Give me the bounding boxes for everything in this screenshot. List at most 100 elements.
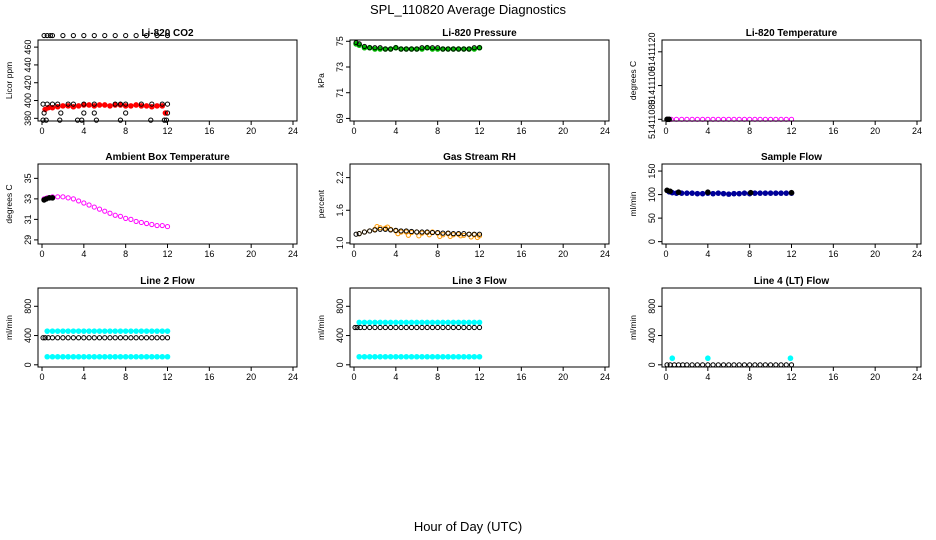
data-point [44,32,50,39]
figure-title: SPL_110820 Average Diagnostics [370,2,567,17]
y-tick-label: 1.0 [335,237,345,250]
data-point [143,335,150,341]
x-tick-label: 16 [516,372,526,382]
data-point [429,353,436,360]
x-tick-label: 0 [39,249,44,259]
x-tick-label: 20 [246,126,256,136]
x-tick-label: 20 [558,249,568,259]
data-point [159,101,165,107]
data-point [393,227,399,233]
data-point [60,194,66,200]
x-tick-label: 12 [786,126,796,136]
data-point [413,353,420,360]
data-point [419,324,425,331]
x-tick-label: 0 [663,126,668,136]
x-tick-label: 12 [786,372,796,382]
series-layer [664,187,795,197]
data-point [81,101,87,107]
series-layer [40,328,171,360]
y-axis-label: ml/min [4,315,14,340]
data-point [382,226,388,232]
data-point [49,101,56,107]
data-point [694,190,701,197]
data-point [86,353,92,360]
data-point [466,353,472,360]
data-point [91,204,97,210]
series-layer [353,223,483,241]
data-point [102,208,108,214]
data-point [133,335,139,341]
data-point [408,353,415,360]
series-1 [353,39,483,52]
data-point [164,223,171,230]
data-point [154,222,160,229]
data-point [434,46,441,52]
data-point [393,45,399,51]
data-point [54,328,61,334]
x-tick-label: 20 [246,372,256,382]
data-point [461,231,467,237]
data-point [55,194,61,200]
data-point [58,110,64,116]
data-point [372,46,378,52]
data-point [123,110,129,116]
series-0 [666,188,795,197]
data-point [133,102,139,108]
data-point [408,228,415,235]
data-point [762,362,768,368]
data-point [47,32,53,39]
series-layer [41,194,171,230]
data-point [476,353,483,360]
data-point [434,319,441,326]
x-tick-label: 8 [435,126,440,136]
data-point [70,353,77,360]
data-point [445,353,451,360]
data-point [159,222,165,229]
data-point [377,45,383,51]
data-point [414,229,420,235]
series-0 [669,355,794,362]
data-point [117,102,124,108]
data-point [112,335,118,341]
y-tick-label: 50 [647,213,657,223]
data-point [367,228,373,234]
data-point [65,335,71,341]
data-point [466,231,472,237]
data-point [788,362,795,368]
y-axis-label: ml/min [628,191,638,216]
y-tick-label: 400 [335,328,345,343]
x-tick-label: 12 [162,249,172,259]
data-point [408,46,415,52]
data-point [720,362,727,368]
data-point [675,362,682,368]
y-tick-label: 800 [647,299,657,314]
data-point [429,229,436,236]
data-point [476,45,483,51]
data-point [96,328,103,334]
data-point [675,189,682,196]
data-point [419,46,425,52]
x-tick-label: 4 [393,372,398,382]
data-point [435,229,441,236]
y-tick-label: 33 [23,194,33,204]
data-point [75,103,82,109]
data-point [138,335,144,341]
y-tick-label: 400 [647,328,657,343]
data-point [393,324,399,331]
x-tick-label: 16 [516,126,526,136]
y-tick-label: 31 [23,214,33,224]
data-point [101,102,108,108]
data-point [787,355,794,362]
data-point [133,32,139,39]
y-tick-label: 400 [23,93,33,108]
series-1 [41,195,56,203]
data-point [91,101,97,107]
x-tick-label: 4 [705,126,710,136]
y-axis-label: degrees C [628,61,638,100]
data-point [440,46,446,52]
data-point [741,190,748,196]
data-point [424,324,430,331]
data-point [361,43,368,50]
y-tick-label: 0 [647,362,657,367]
